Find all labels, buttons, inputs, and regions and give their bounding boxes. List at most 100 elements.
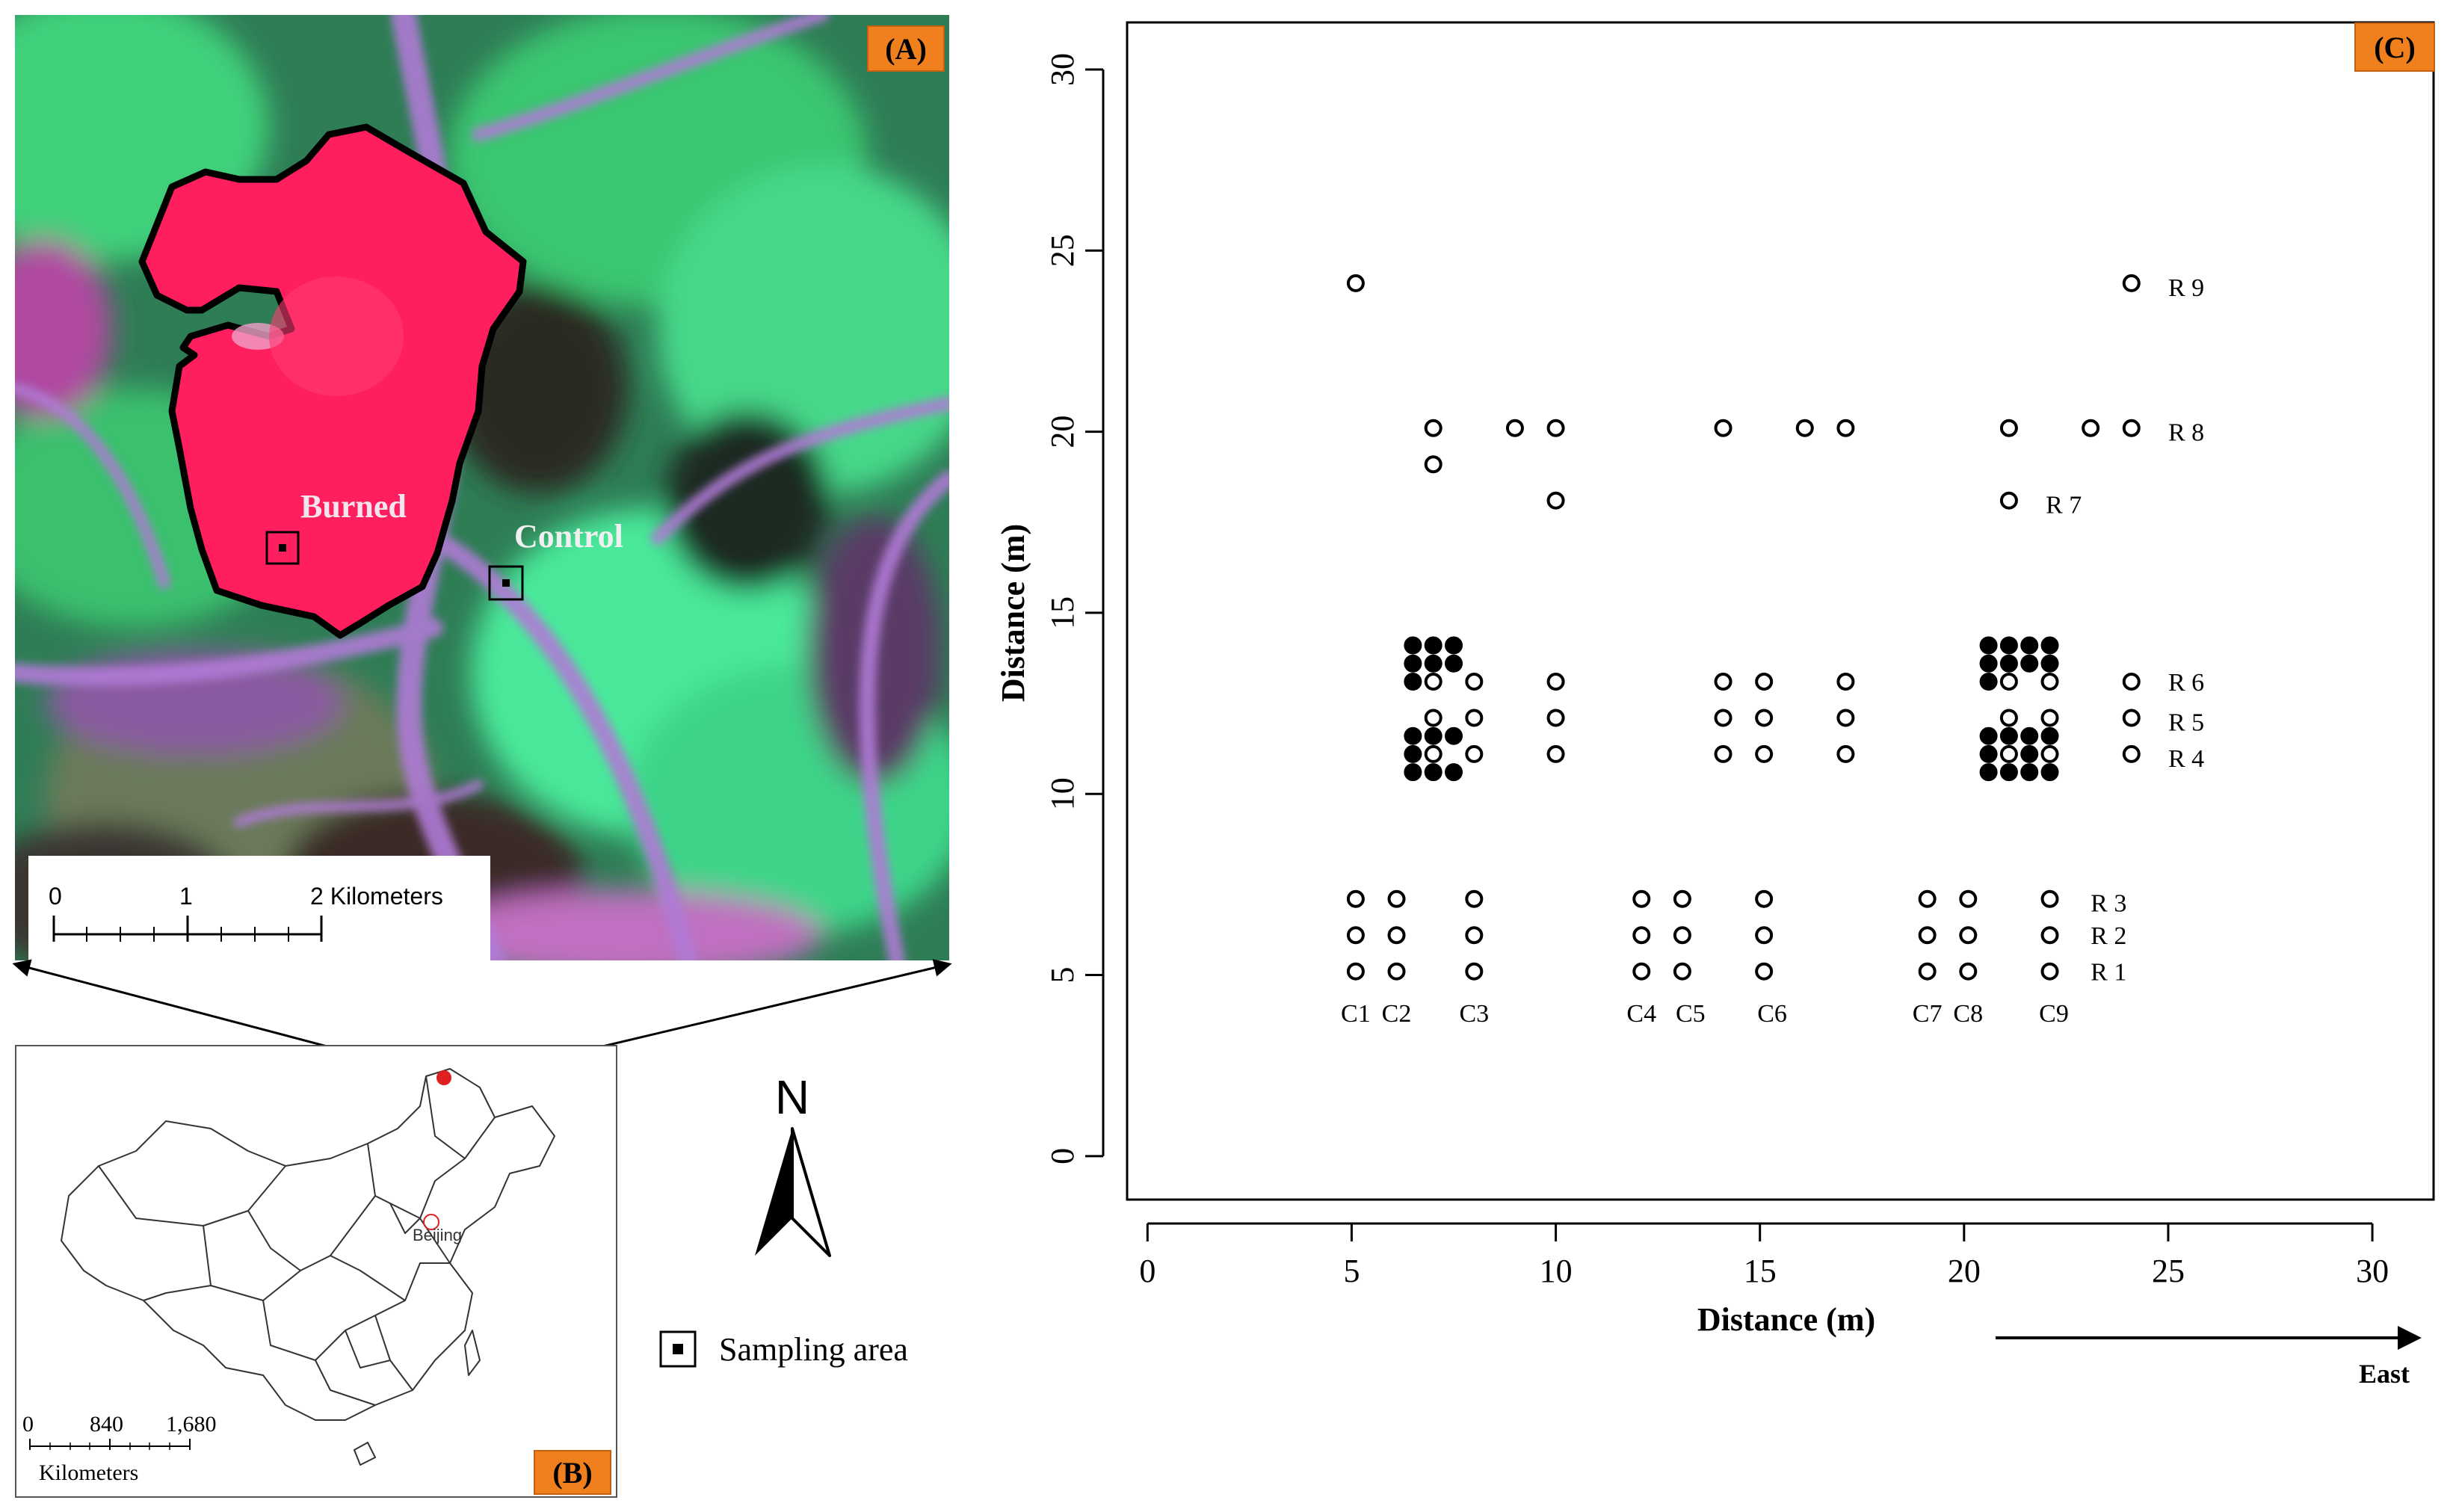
y-tick-label: 15 [1044, 596, 1081, 629]
open-sample-point [1424, 709, 1443, 727]
y-tick-label: 10 [1044, 777, 1081, 810]
column-label: C3 [1459, 1000, 1489, 1028]
filled-sample-point [1979, 654, 1998, 673]
y-tick-label: 30 [1044, 53, 1081, 86]
open-sample-point [1387, 962, 1406, 981]
open-sample-point [2040, 744, 2059, 763]
open-sample-point [1959, 926, 1978, 945]
x-tick-label: 5 [1343, 1253, 1360, 1289]
open-sample-point [1673, 962, 1691, 981]
open-sample-point [1346, 889, 1365, 908]
north-arrow-icon: N [755, 1070, 831, 1257]
filled-sample-point [1979, 763, 1998, 782]
open-sample-point [1505, 419, 1524, 437]
east-arrow [1996, 1326, 2422, 1350]
open-sample-point [2040, 889, 2059, 908]
site-location-dot [436, 1070, 451, 1085]
column-label: C4 [1626, 1000, 1656, 1028]
beijing-marker [423, 1214, 439, 1230]
open-sample-point [1673, 889, 1691, 908]
filled-sample-point [1445, 636, 1463, 655]
filled-sample-point [2040, 763, 2059, 782]
panel-a-scale-bar: 0 1 2 Kilometers [28, 856, 490, 960]
open-sample-point [1387, 889, 1406, 908]
y-tick-label: 20 [1044, 416, 1081, 448]
plot-frame [1126, 21, 2435, 1201]
svg-text:840: 840 [90, 1412, 123, 1437]
north-label: N [775, 1070, 809, 1124]
row-label: R 9 [2168, 274, 2204, 302]
x-tick-label: 20 [1948, 1253, 1981, 1289]
sampling-layout-chart: 0 5 10 15 20 25 30 0 5 10 15 20 25 30 C1 C2 C3 C4 C5 C6 C7… [964, 0, 2452, 1512]
filled-sample-point [2040, 726, 2059, 745]
locator-map-panel: Beijing 0 840 1,680 Kilometers (B) [15, 1045, 617, 1498]
filled-sample-point [1404, 763, 1422, 782]
open-sample-point [1999, 709, 2018, 727]
open-sample-point [1465, 709, 1484, 727]
open-sample-point [1999, 419, 2018, 437]
y-axis: 0 5 10 15 20 25 30 [1044, 53, 1105, 1164]
zoom-connector-lines [12, 959, 952, 1082]
open-sample-point [1632, 889, 1651, 908]
open-sample-point [1714, 744, 1733, 763]
y-tick-label: 25 [1044, 234, 1081, 267]
open-sample-point [1465, 926, 1484, 945]
burned-label: Burned [300, 488, 407, 525]
svg-text:1: 1 [179, 883, 193, 910]
open-sample-point [1465, 673, 1484, 691]
filled-sample-point [2020, 654, 2039, 673]
open-sample-point [1387, 926, 1406, 945]
open-sample-point [1795, 419, 1814, 437]
open-sample-point [1999, 491, 2018, 510]
open-sample-point [1346, 962, 1365, 981]
filled-sample-point [1404, 726, 1422, 745]
filled-sample-point [1999, 726, 2018, 745]
svg-text:Kilometers: Kilometers [39, 1460, 138, 1485]
open-sample-point [2122, 419, 2141, 437]
open-sample-point [2040, 926, 2059, 945]
filled-sample-point [1999, 636, 2018, 655]
row-label: R 1 [2091, 959, 2126, 987]
open-sample-point [1424, 419, 1443, 437]
open-sample-point [1918, 962, 1937, 981]
north-arrow: N [740, 1069, 845, 1263]
x-tick-label: 10 [1540, 1253, 1573, 1289]
satellite-image: Burned Control 0 1 2 Kilometers [15, 15, 949, 960]
open-sample-point [1673, 926, 1691, 945]
open-sample-point [2122, 709, 2141, 727]
filled-sample-point [2040, 636, 2059, 655]
x-axis: 0 5 10 15 20 25 30 [1139, 1222, 2389, 1289]
filled-sample-point [1424, 763, 1443, 782]
filled-sample-point [1404, 636, 1422, 655]
open-sample-point [1546, 491, 1565, 510]
open-sample-point [1424, 673, 1443, 691]
china-map: Beijing 0 840 1,680 Kilometers [22, 1068, 555, 1485]
control-sampling-square [488, 565, 524, 601]
row-label: R 4 [2168, 745, 2204, 773]
panel-c-badge: (C) [2354, 22, 2435, 72]
column-label: C8 [1953, 1000, 1983, 1028]
filled-sample-point [1979, 744, 1998, 763]
open-sample-point [1836, 419, 1855, 437]
open-sample-point [2040, 709, 2059, 727]
open-sample-point [1755, 709, 1774, 727]
open-sample-point [1546, 419, 1565, 437]
open-sample-point [1346, 274, 1365, 292]
x-axis-label: Distance (m) [1697, 1301, 1875, 1338]
open-sample-point [1999, 744, 2018, 763]
panel-b-badge: (B) [534, 1450, 611, 1495]
filled-sample-point [1979, 673, 1998, 691]
open-sample-point [1755, 889, 1774, 908]
open-sample-point [1836, 744, 1855, 763]
east-label: East [2359, 1359, 2410, 1389]
panel-a-badge: (A) [867, 25, 945, 72]
filled-sample-point [1424, 726, 1443, 745]
column-label: C6 [1757, 1000, 1787, 1028]
row-label: R 8 [2168, 419, 2204, 447]
open-sample-point [1836, 709, 1855, 727]
open-sample-point [1465, 889, 1484, 908]
open-sample-point [1755, 673, 1774, 691]
filled-sample-point [1404, 744, 1422, 763]
open-sample-point [2040, 962, 2059, 981]
svg-text:1,680: 1,680 [166, 1412, 217, 1437]
